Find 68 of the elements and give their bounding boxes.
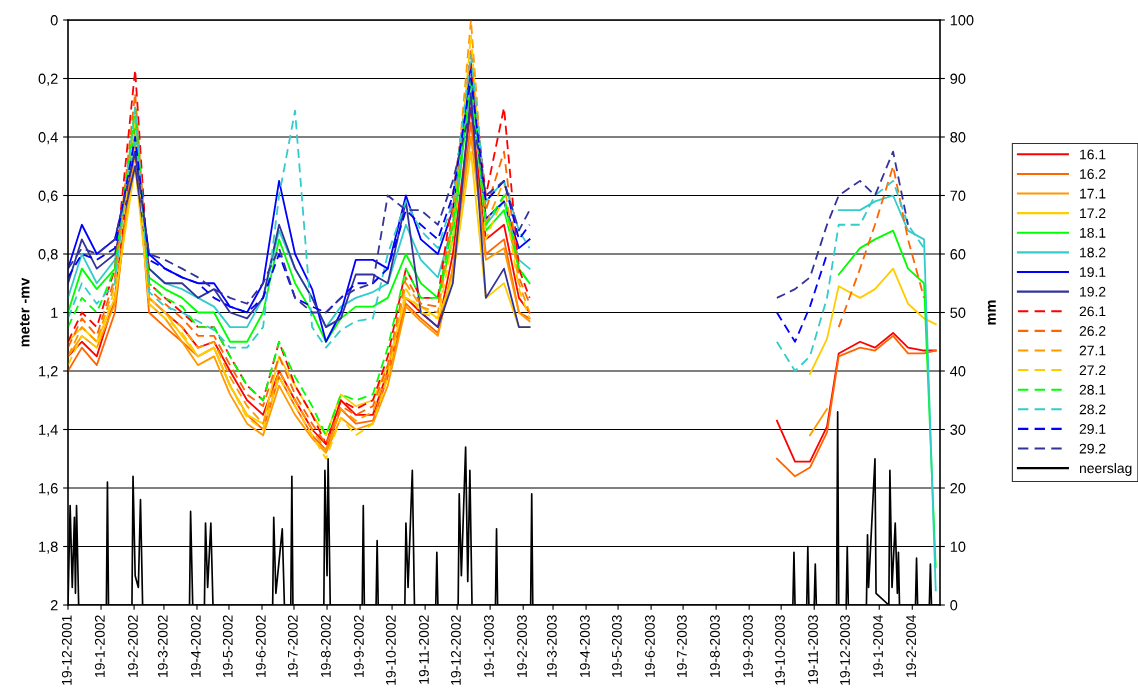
x-tick-label: 19-4-2002 xyxy=(190,615,201,677)
y-axis-title: meter -mv xyxy=(19,277,30,347)
legend-label: 26.1 xyxy=(1079,306,1106,317)
legend-label: 16.1 xyxy=(1080,149,1106,160)
y-tick-label: 1 xyxy=(51,307,58,318)
legend-label: 28.2 xyxy=(1079,404,1106,415)
x-tick-label: 19-8-2002 xyxy=(320,615,331,677)
y2-tick-label: 0 xyxy=(950,600,958,611)
x-tick-label: 19-5-2002 xyxy=(222,615,233,677)
x-tick-label: 19-10-2002 xyxy=(385,615,396,685)
y-tick-label: 0,8 xyxy=(38,249,58,262)
y-tick-label: 1,6 xyxy=(39,483,58,496)
legend-label: 17.2 xyxy=(1080,208,1106,219)
x-tick-label: 19-2-2002 xyxy=(127,615,138,677)
y-tick-label: 1,8 xyxy=(39,541,58,554)
x-tick-label: 19-11-2003 xyxy=(808,615,818,684)
x-tick-label: 19-6-2002 xyxy=(255,615,266,677)
x-tick-label: 19-9-2002 xyxy=(353,615,364,677)
x-tick-label: 19-7-2002 xyxy=(287,615,298,677)
x-tick-label: 19-2-2004 xyxy=(906,615,917,677)
x-tick-label: 19-6-2003 xyxy=(645,615,655,677)
x-tick-label: 19-11-2002 xyxy=(419,615,429,684)
y-tick-label: 1,4 xyxy=(39,424,58,437)
legend-label: 29.2 xyxy=(1079,443,1106,454)
x-tick-label: 19-2-2003 xyxy=(517,615,527,677)
legend-label: 27.1 xyxy=(1079,345,1106,356)
x-tick-label: 19-12-2003 xyxy=(840,615,850,685)
y2-axis-title: mm xyxy=(987,300,996,325)
x-tick-label: 19-7-2003 xyxy=(676,615,687,677)
x-tick-label: 19-12-2001 xyxy=(61,615,72,685)
x-tick-label: 19-10-2003 xyxy=(775,615,785,685)
y2-tick-label: 40 xyxy=(950,366,966,377)
legend-label: 16.2 xyxy=(1080,169,1106,179)
x-tick-label: 19-1-2003 xyxy=(484,615,494,677)
y-tick-label: 0,2 xyxy=(38,73,58,86)
legend-label: neerslag xyxy=(1079,462,1132,476)
legend-label: 28.1 xyxy=(1079,384,1106,395)
legend-label: 19.2 xyxy=(1080,286,1106,297)
y2-tick-label: 30 xyxy=(950,424,966,435)
y2-tick-label: 90 xyxy=(950,73,966,84)
y-tick-label: 1,2 xyxy=(39,366,58,379)
legend-label: 19.1 xyxy=(1080,267,1106,277)
y2-tick-label: 10 xyxy=(950,541,966,552)
legend-label: 29.1 xyxy=(1079,424,1106,434)
x-tick-label: 19-1-2002 xyxy=(94,615,105,677)
y2-tick-label: 50 xyxy=(950,307,966,318)
legend-label: 17.1 xyxy=(1080,188,1106,199)
y2-tick-label: 20 xyxy=(950,483,966,494)
x-tick-label: 19-4-2003 xyxy=(579,615,590,677)
x-tick-label: 19-3-2002 xyxy=(157,615,168,677)
x-tick-label: 19-5-2003 xyxy=(611,615,622,677)
x-tick-label: 19-9-2003 xyxy=(743,615,753,677)
legend-label: 27.2 xyxy=(1079,365,1106,375)
y-tick-label: 0,6 xyxy=(38,190,58,203)
y2-tick-label: 80 xyxy=(950,132,966,143)
x-tick-label: 19-8-2003 xyxy=(710,615,720,677)
y-tick-label: 0 xyxy=(50,15,58,26)
x-tick-label: 19-3-2003 xyxy=(546,615,557,677)
x-tick-label: 19-1-2004 xyxy=(873,615,883,677)
y2-tick-label: 60 xyxy=(950,249,966,260)
legend-label: 26.2 xyxy=(1079,326,1106,336)
y2-tick-label: 70 xyxy=(950,190,966,201)
legend-label: 18.1 xyxy=(1080,227,1106,238)
y2-tick-label: 100 xyxy=(950,15,974,26)
y-tick-label: 2 xyxy=(50,600,58,611)
y-tick-label: 0,4 xyxy=(38,132,58,145)
legend-label: 18.2 xyxy=(1080,247,1106,258)
x-tick-label: 19-12-2002 xyxy=(450,615,461,685)
